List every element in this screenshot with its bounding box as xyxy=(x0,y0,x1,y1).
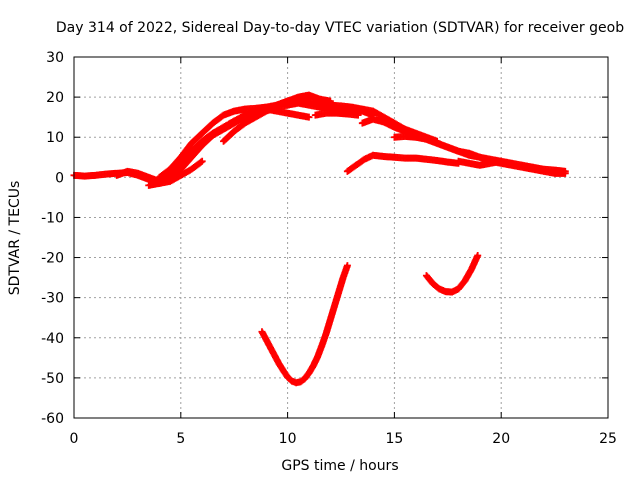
axis-ticks: 0 5 10 15 20 25 -60 -50 -40 -30 -20 -10 0 10 20 30 xyxy=(41,50,617,447)
data-point xyxy=(561,167,569,175)
y-tick-label: -20 xyxy=(41,251,64,267)
series-arc-14 xyxy=(422,252,482,296)
y-tick-label: 30 xyxy=(46,50,64,66)
series-arc-8 xyxy=(311,109,362,119)
series-arc-7 xyxy=(262,105,313,121)
y-tick-label: 10 xyxy=(46,130,64,146)
series-arc-12 xyxy=(343,151,462,175)
y-tick-label: -60 xyxy=(41,411,64,427)
x-tick-label: 25 xyxy=(599,431,617,447)
series-arc-10 xyxy=(390,132,569,175)
x-tick-label: 10 xyxy=(279,431,297,447)
data-point xyxy=(454,159,462,167)
plot-points xyxy=(70,91,569,387)
data-point xyxy=(474,252,482,260)
series-arc-13 xyxy=(258,262,351,387)
x-axis-label: GPS time / hours xyxy=(281,458,398,474)
plot-frame xyxy=(73,56,609,419)
series-arc-11 xyxy=(454,157,505,169)
data-point xyxy=(497,157,505,165)
y-tick-label: -30 xyxy=(41,291,64,307)
chart-title: Day 314 of 2022, Sidereal Day-to-day VTE… xyxy=(56,20,624,36)
grid xyxy=(74,57,608,418)
data-point xyxy=(343,262,351,270)
data-point xyxy=(354,111,362,119)
y-tick-label: -10 xyxy=(41,210,64,226)
y-tick-label: -50 xyxy=(41,371,64,387)
y-tick-label: 0 xyxy=(55,170,64,186)
data-point xyxy=(305,113,313,121)
x-tick-label: 5 xyxy=(176,431,185,447)
x-tick-label: 20 xyxy=(492,431,510,447)
y-axis-label: SDTVAR / TECUs xyxy=(7,181,23,296)
y-tick-label: 20 xyxy=(46,90,64,106)
data-point xyxy=(198,157,206,165)
x-tick-label: 15 xyxy=(385,431,403,447)
y-tick-label: -40 xyxy=(41,331,64,347)
x-tick-label: 0 xyxy=(70,431,79,447)
